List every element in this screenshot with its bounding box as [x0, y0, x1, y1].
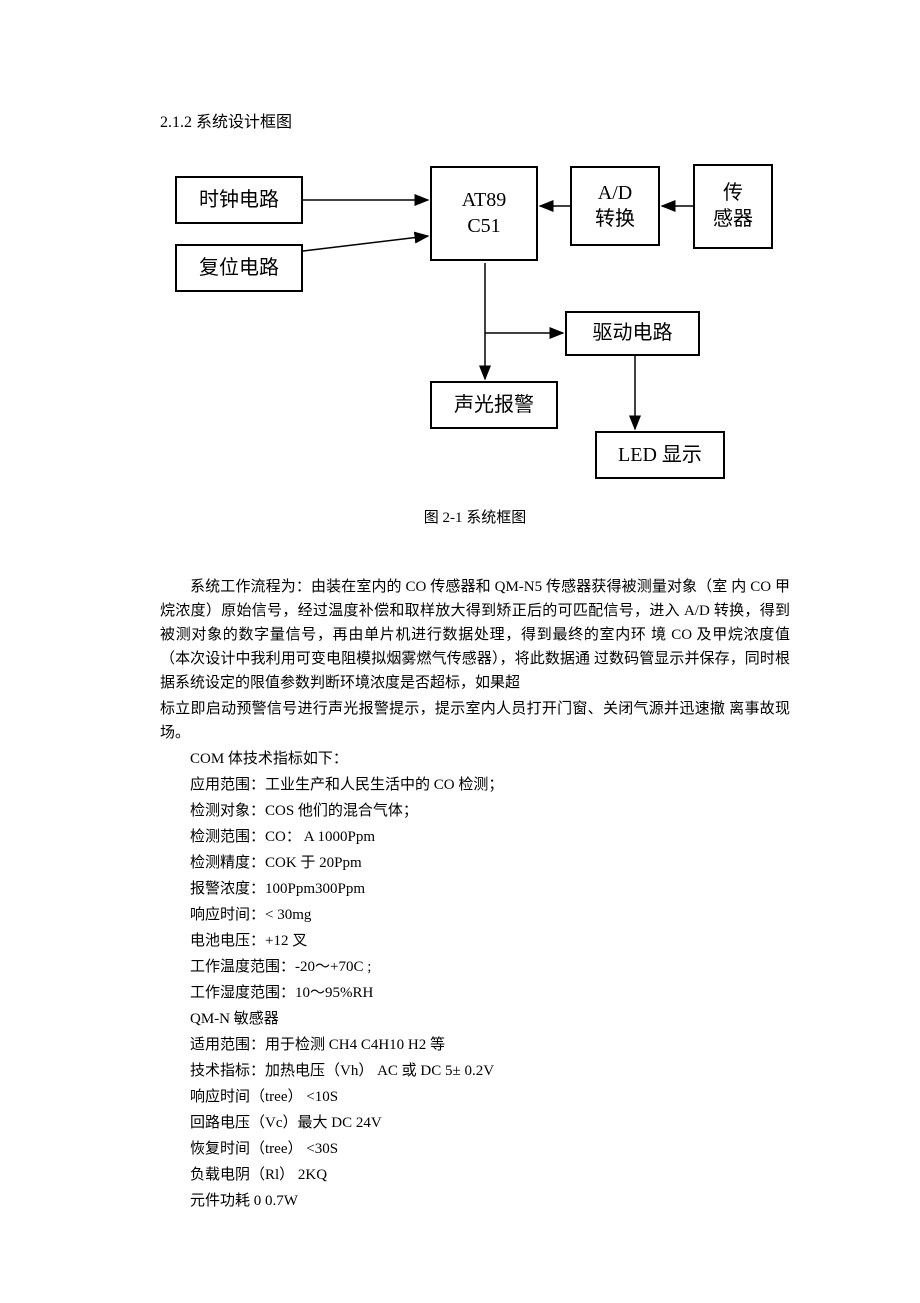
spec-item: 报警浓度：100Ppm300Ppm [190, 877, 790, 901]
body-paragraph-2: 标立即启动预警信号进行声光报警提示，提示室内人员打开门窗、关闭气源并迅速撤 离事… [160, 697, 790, 745]
spec-item: 响应时间（tree） <10S [190, 1085, 790, 1109]
spec-item: 回路电压（Vc）最大 DC 24V [190, 1111, 790, 1135]
system-block-diagram: 时钟电路 复位电路 AT89 C51 A/D 转换 传 感器 驱动电路 声光报警… [165, 156, 785, 491]
body-paragraph-1: 系统工作流程为：由装在室内的 CO 传感器和 QM-N5 传感器获得被测量对象（… [160, 575, 790, 695]
diagram-arrows [165, 156, 785, 491]
spec-item: 应用范围：工业生产和人民生活中的 CO 检测； [190, 773, 790, 797]
spec-item: 工作湿度范围：10〜95%RH [190, 981, 790, 1005]
spec-item: QM-N 敏感器 [190, 1007, 790, 1031]
spec-list: COM 体技术指标如下： 应用范围：工业生产和人民生活中的 CO 检测； 检测对… [160, 747, 790, 1213]
section-title: 2.1.2 系统设计框图 [160, 110, 790, 136]
spec-item: 恢复时间（tree） <30S [190, 1137, 790, 1161]
spec-item: 检测范围：CO： A 1000Ppm [190, 825, 790, 849]
spec-item: 适用范围：用于检测 CH4 C4H10 H2 等 [190, 1033, 790, 1057]
spec-item: 检测精度：COK 于 20Ppm [190, 851, 790, 875]
spec-item: 检测对象：COS 他们的混合气体； [190, 799, 790, 823]
spec-item: 元件功耗 0 0.7W [190, 1189, 790, 1213]
spec-item: 负载电阴（Rl） 2KQ [190, 1163, 790, 1187]
figure-caption: 图 2-1 系统框图 [160, 506, 790, 530]
spec-item: 工作温度范围：-20〜+70C ; [190, 955, 790, 979]
spec-item: 技术指标：加热电压（Vh） AC 或 DC 5± 0.2V [190, 1059, 790, 1083]
spec-item: COM 体技术指标如下： [190, 747, 790, 771]
spec-item: 响应时间：< 30mg [190, 903, 790, 927]
spec-item: 电池电压：+12 叉 [190, 929, 790, 953]
